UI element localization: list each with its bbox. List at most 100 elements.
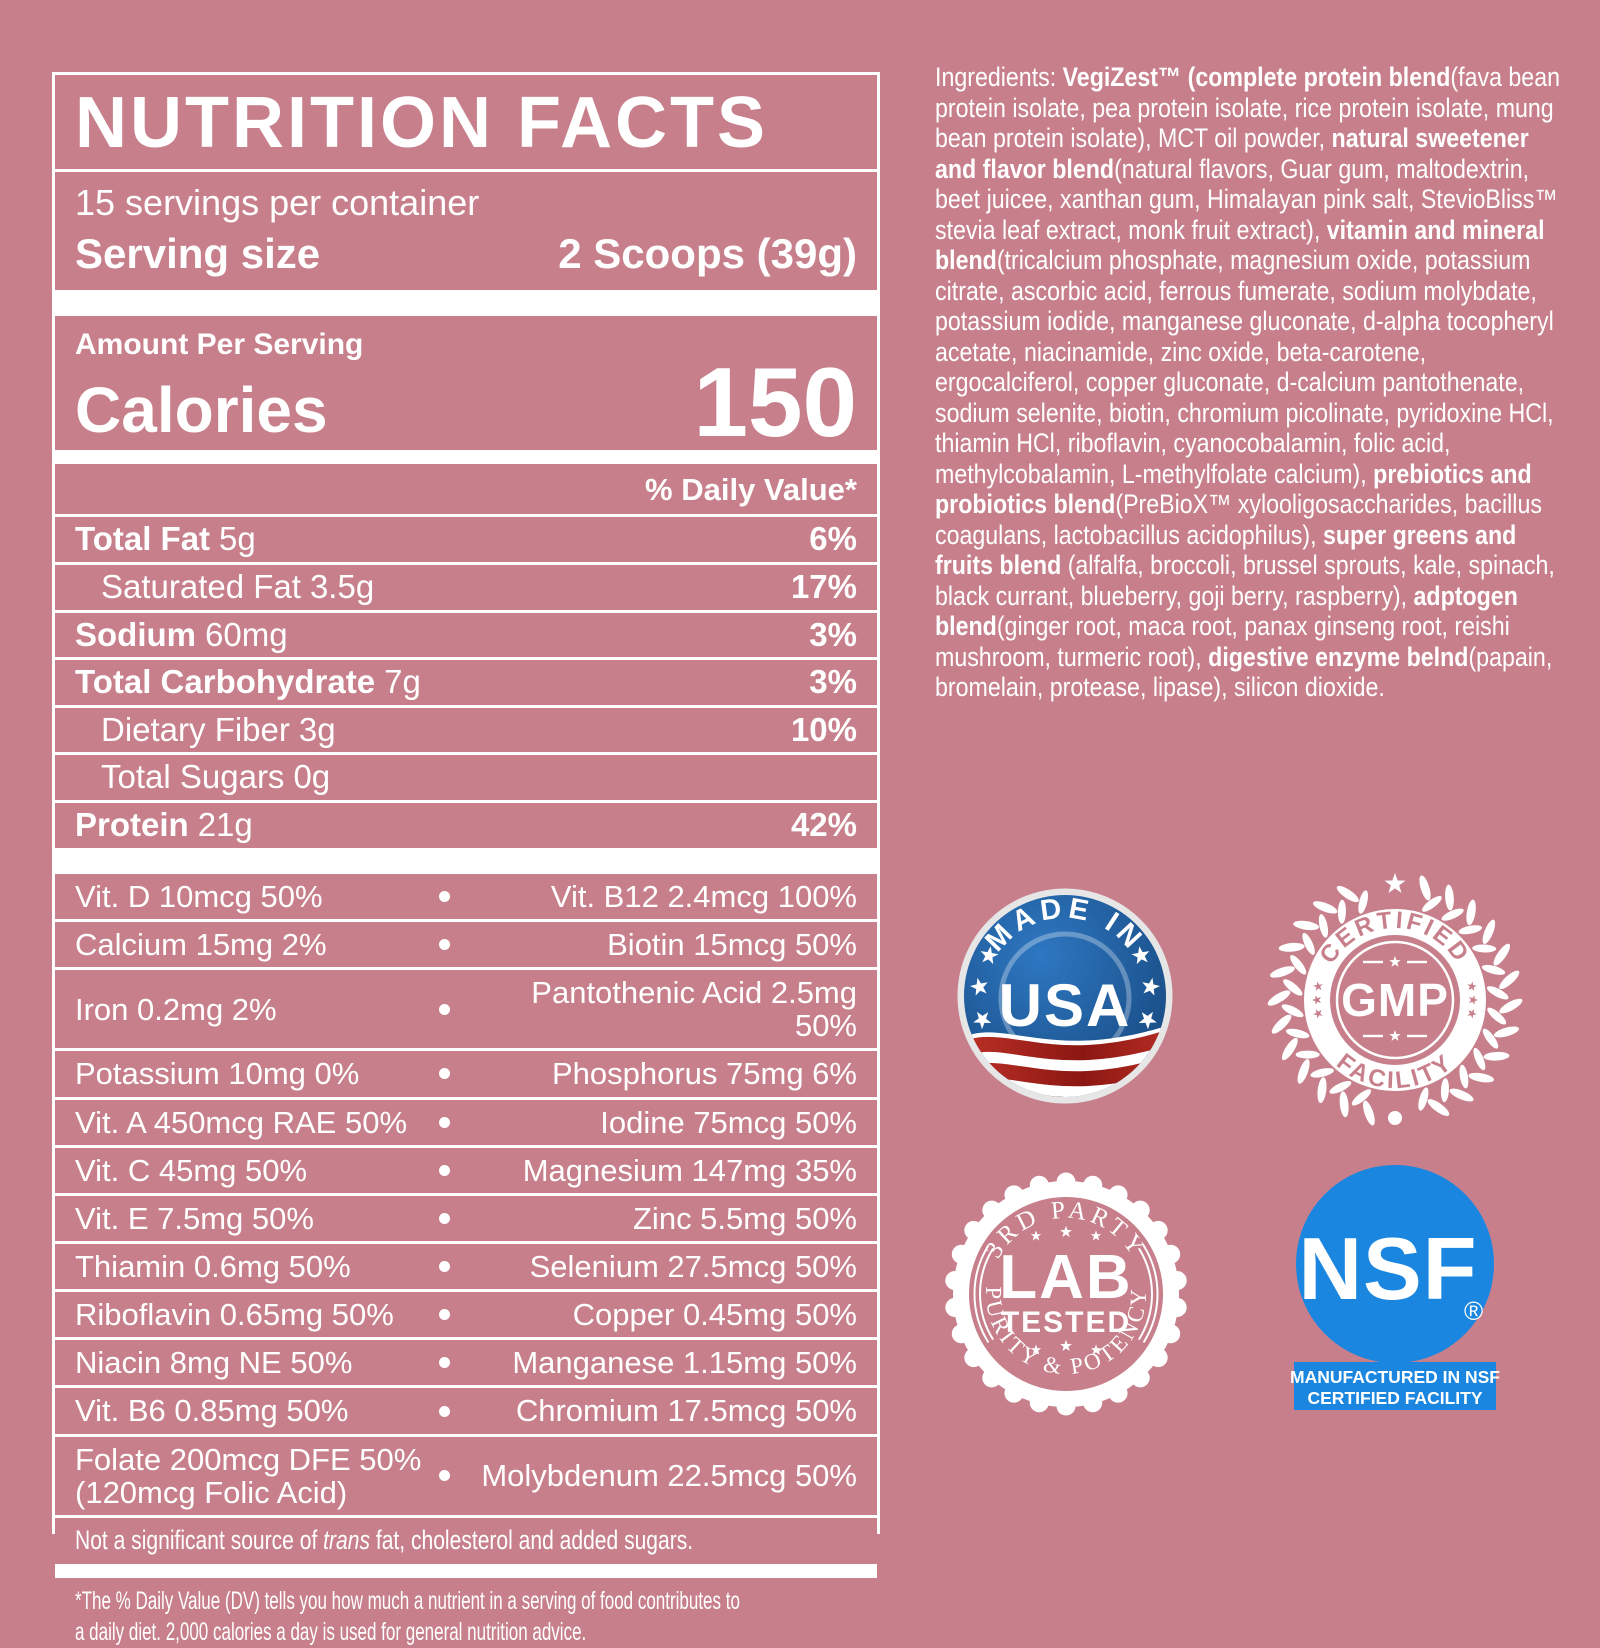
top-star-icon bbox=[1384, 873, 1406, 893]
nutrient-name: Dietary Fiber bbox=[101, 710, 290, 748]
ingredients-paragraph: Ingredients: VegiZest™ (complete protein… bbox=[935, 62, 1569, 703]
daily-value-header: % Daily Value* bbox=[645, 472, 857, 508]
trans-fat-note: Not a significant source of trans fat, c… bbox=[55, 1518, 877, 1564]
nutrient-name: Total Fat bbox=[75, 520, 211, 558]
bullet-dot bbox=[438, 1405, 450, 1417]
side-arcs bbox=[973, 1244, 1159, 1344]
laurel-wreath bbox=[1267, 875, 1523, 1126]
nutrient-amount: 5g bbox=[219, 520, 256, 558]
ornament bbox=[1363, 956, 1427, 967]
serving-size-row: Serving size 2 Scoops (39g) bbox=[75, 230, 857, 278]
nutrient-amount: 7g bbox=[384, 663, 421, 701]
vitamin-left: Vit. E 7.5mg 50% bbox=[75, 1200, 314, 1236]
vitamin-left: Vit. A 450mcg RAE 50% bbox=[75, 1104, 408, 1140]
nutrient-name: Saturated Fat bbox=[101, 567, 301, 605]
nutrient-name: Total Carbohydrate bbox=[75, 663, 376, 701]
ingredient-segment: (alfalfa, broccoli, brussel sprouts, kal… bbox=[935, 550, 1555, 611]
vitamin-left: Vit. D 10mcg 50% bbox=[75, 878, 323, 914]
nutrition-facts-panel: NUTRITION FACTS 15 servings per containe… bbox=[52, 72, 880, 1646]
banner-line2: CERTIFIED FACILITY bbox=[1308, 1388, 1483, 1408]
banner bbox=[1294, 1362, 1496, 1410]
vitamin-row: Vit. D 10mcg 50% Vit. B12 2.4mcg 100% bbox=[55, 874, 877, 922]
vitamin-row: Riboflavin 0.65mg 50% Copper 0.45mg 50% bbox=[55, 1292, 877, 1341]
vitamin-right: Zinc 5.5mg 50% bbox=[633, 1200, 857, 1236]
nutrient-name: Sodium bbox=[75, 615, 196, 653]
facility-arc-text: FACILITY bbox=[1332, 1048, 1459, 1094]
ingredient-segment: (PreBioX™ xylooligosaccharides, bacillus… bbox=[935, 489, 1542, 550]
nutrient-row-total-carbohydrate: Total Carbohydrate 7g 3% bbox=[55, 657, 877, 705]
vitamin-row: Iron 0.2mg 2% Pantothenic Acid 2.5mg 50% bbox=[55, 970, 877, 1052]
vitamin-left: Potassium 10mg 0% bbox=[75, 1056, 360, 1092]
note-text: Not a significant source of bbox=[75, 1524, 324, 1555]
ingredient-segment: (fava bean protein isolate, pea protein … bbox=[935, 62, 1560, 153]
nutrient-row-protein: Protein 21g 42% bbox=[55, 800, 877, 848]
calories-value: 150 bbox=[693, 347, 857, 457]
badge-disc bbox=[1296, 1165, 1494, 1363]
calories-label: Calories bbox=[75, 374, 328, 447]
bullet-dot bbox=[438, 1357, 450, 1369]
vitamin-right: Molybdenum 22.5mcg 50% bbox=[481, 1458, 857, 1494]
vitamin-right: Chromium 17.5mcg 50% bbox=[515, 1393, 857, 1429]
ingredient-segment: (tricalcium phosphate, magnesium oxide, … bbox=[935, 245, 1554, 489]
amount-per-serving-label: Amount Per Serving bbox=[75, 328, 364, 361]
ingredient-segment: (natural flavors, Guar gum, maltodextrin… bbox=[935, 153, 1558, 245]
nutrient-dv: 17% bbox=[790, 567, 857, 605]
nutrient-dv: 3% bbox=[809, 663, 857, 701]
thick-divider-bar bbox=[55, 847, 877, 874]
ingredient-segment: natural sweetener and flavor blend bbox=[935, 123, 1529, 184]
vitamin-row: Thiamin 0.6mg 50% Selenium 27.5mcg 50% bbox=[55, 1244, 877, 1293]
gmp-center-text: GMP bbox=[1341, 974, 1449, 1026]
nutrient-amount: 21g bbox=[197, 806, 253, 844]
ornament bbox=[1363, 1030, 1427, 1041]
nutrient-amount: 3.5g bbox=[309, 567, 375, 605]
nutrient-row-sodium: Sodium 60mg 3% bbox=[55, 609, 877, 658]
serving-size-value: 2 Scoops (39g) bbox=[558, 230, 857, 277]
badge-rim bbox=[957, 888, 1173, 1104]
vitamin-right: Magnesium 147mg 35% bbox=[522, 1152, 857, 1188]
vitamin-left: Riboflavin 0.65mg 50% bbox=[75, 1297, 394, 1333]
nutrient-name: Protein bbox=[75, 806, 189, 844]
vitamin-left: Vit. B6 0.85mg 50% bbox=[75, 1393, 349, 1429]
thick-divider-bar bbox=[55, 290, 877, 316]
footnote-line: a daily diet. 2,000 calories a day is us… bbox=[75, 1617, 587, 1646]
vitamin-left: Niacin 8mg NE 50% bbox=[75, 1345, 353, 1381]
vitamin-right: Manganese 1.15mg 50% bbox=[512, 1345, 857, 1381]
nutrient-name: Total Sugars bbox=[101, 758, 285, 796]
vitamin-row: Vit. B6 0.85mg 50% Chromium 17.5mcg 50% bbox=[55, 1388, 877, 1437]
vitamin-left: Calcium 15mg 2% bbox=[75, 926, 327, 962]
vitamin-row: Vit. A 450mcg RAE 50% Iodine 75mcg 50% bbox=[55, 1100, 877, 1148]
ingredient-segment: prebiotics and probiotics blend bbox=[935, 458, 1532, 520]
vitamin-right: Vit. B12 2.4mcg 100% bbox=[550, 878, 857, 914]
nutrient-dv: 3% bbox=[809, 615, 857, 653]
vitamin-row: Folate 200mcg DFE 50% (120mcg Folic Acid… bbox=[55, 1437, 877, 1518]
nutrient-row-total-sugars: Total Sugars 0g bbox=[55, 752, 877, 800]
note-text-italic: trans bbox=[323, 1524, 370, 1555]
vitamin-left: Thiamin 0.6mg 50% bbox=[75, 1248, 351, 1284]
vitamin-right: Pantothenic Acid 2.5mg 50% bbox=[531, 975, 857, 1044]
bullet-dot bbox=[438, 1164, 450, 1176]
gmp-certified-badge: CERTIFIED FACILITY GMP bbox=[1267, 873, 1523, 1126]
nutrient-row-dietary-fiber: Dietary Fiber 3g 10% bbox=[55, 704, 877, 753]
vitamin-left: Iron 0.2mg 2% bbox=[75, 991, 277, 1027]
ingredient-segment: (papain, bromelain, protease, lipase), s… bbox=[935, 641, 1553, 703]
ingredient-segment: super greens and fruits blend bbox=[935, 519, 1517, 581]
vitamin-right: Copper 0.45mg 50% bbox=[572, 1297, 857, 1333]
bullet-dot bbox=[438, 1309, 450, 1321]
lab-text: LAB bbox=[999, 1243, 1132, 1312]
ingredient-segment: digestive enzyme belnd bbox=[1208, 641, 1469, 672]
tested-text: TESTED bbox=[1001, 1306, 1131, 1339]
bullet-dot bbox=[438, 938, 450, 950]
nutrient-dv: 42% bbox=[790, 806, 857, 844]
nsf-logo-text: NSF bbox=[1299, 1219, 1478, 1318]
vitamin-right: Phosphorus 75mg 6% bbox=[551, 1056, 857, 1092]
nutrient-dv: 6% bbox=[809, 520, 857, 558]
nutrient-row-total-fat: Total Fat 5g 6% bbox=[55, 514, 877, 562]
ingredient-segment: adptogen blend bbox=[935, 580, 1518, 642]
registered-mark-icon: ® bbox=[1464, 1296, 1483, 1326]
nutrient-dv: 10% bbox=[790, 710, 857, 748]
bullet-dot bbox=[438, 1212, 450, 1224]
panel-title: NUTRITION FACTS bbox=[75, 83, 768, 163]
ingredient-segment: VegiZest™ (complete protein blend bbox=[1062, 62, 1451, 92]
lab-tested-badge: 3RD PARTY LAB TESTED PURITY & POTENCY bbox=[945, 1172, 1187, 1416]
calories-row: Calories 150 bbox=[75, 347, 857, 457]
